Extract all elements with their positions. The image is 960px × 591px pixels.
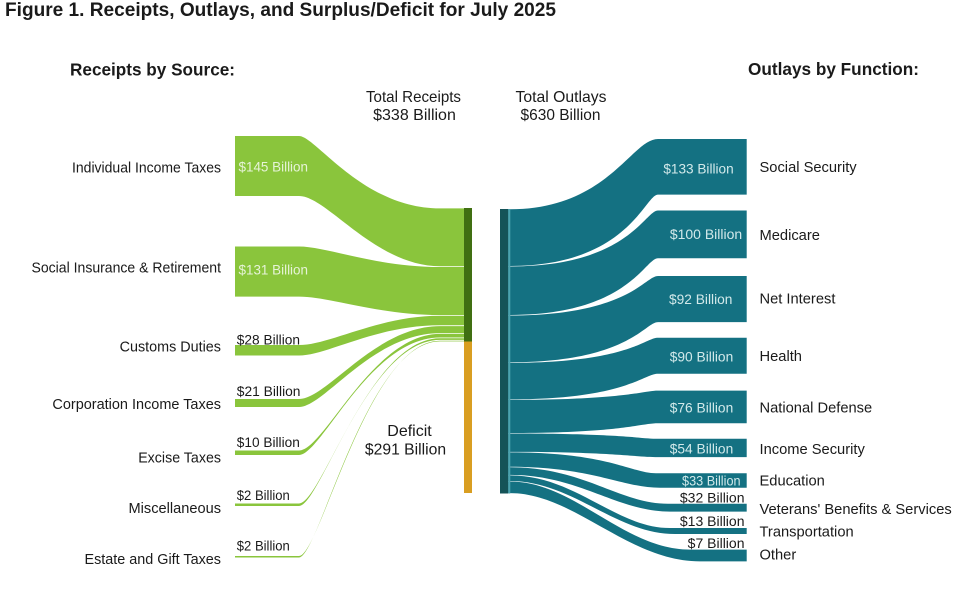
svg-text:$100 Billion: $100 Billion [670,226,742,242]
svg-text:Health: Health [760,349,802,365]
svg-text:Outlays by Function:: Outlays by Function: [748,59,919,79]
svg-text:$90 Billion: $90 Billion [670,348,734,364]
svg-text:Social Insurance & Retirement: Social Insurance & Retirement [32,261,222,277]
svg-text:$145 Billion: $145 Billion [239,159,309,175]
svg-text:$131 Billion: $131 Billion [239,262,309,278]
svg-text:$33 Billion: $33 Billion [682,473,741,489]
svg-text:$10 Billion: $10 Billion [237,434,300,450]
svg-text:Total Receipts: Total Receipts [366,89,461,106]
svg-text:Total Outlays: Total Outlays [516,89,607,106]
svg-text:$54 Billion: $54 Billion [670,441,734,457]
svg-text:National Defense: National Defense [760,401,873,417]
svg-text:Excise Taxes: Excise Taxes [138,451,221,467]
svg-text:$338 Billion: $338 Billion [373,107,456,124]
svg-text:$13 Billion: $13 Billion [680,513,745,529]
svg-text:Medicare: Medicare [760,228,820,244]
svg-text:Corporation Income Taxes: Corporation Income Taxes [52,397,221,413]
svg-text:$32 Billion: $32 Billion [680,489,745,505]
svg-text:Veterans' Benefits & Services: Veterans' Benefits & Services [760,502,952,518]
svg-text:$630 Billion: $630 Billion [521,107,601,124]
svg-text:Miscellaneous: Miscellaneous [129,501,222,517]
svg-text:$291 Billion: $291 Billion [365,441,446,458]
svg-text:Receipts by Source:: Receipts by Source: [70,60,235,80]
svg-text:Customs Duties: Customs Duties [120,340,221,356]
svg-text:Income Security: Income Security [760,442,866,458]
svg-text:Figure 1. Receipts, Outlays, a: Figure 1. Receipts, Outlays, and Surplus… [5,0,556,21]
svg-text:Individual Income Taxes: Individual Income Taxes [72,161,221,177]
svg-text:Other: Other [760,548,797,564]
svg-text:$133 Billion: $133 Billion [663,161,733,177]
svg-text:Social Security: Social Security [760,160,858,176]
svg-text:Net Interest: Net Interest [760,292,836,308]
svg-text:Estate and Gift Taxes: Estate and Gift Taxes [85,552,222,568]
svg-text:$2 Billion: $2 Billion [237,537,290,553]
svg-text:Education: Education [760,474,825,490]
svg-text:$92 Billion: $92 Billion [669,291,733,307]
svg-text:$76 Billion: $76 Billion [670,400,734,416]
svg-text:Transportation: Transportation [760,525,854,541]
svg-text:$7 Billion: $7 Billion [688,535,745,551]
svg-text:$2 Billion: $2 Billion [237,487,290,503]
svg-text:$28 Billion: $28 Billion [237,331,300,347]
svg-text:$21 Billion: $21 Billion [237,383,301,399]
svg-text:Deficit: Deficit [387,423,432,440]
